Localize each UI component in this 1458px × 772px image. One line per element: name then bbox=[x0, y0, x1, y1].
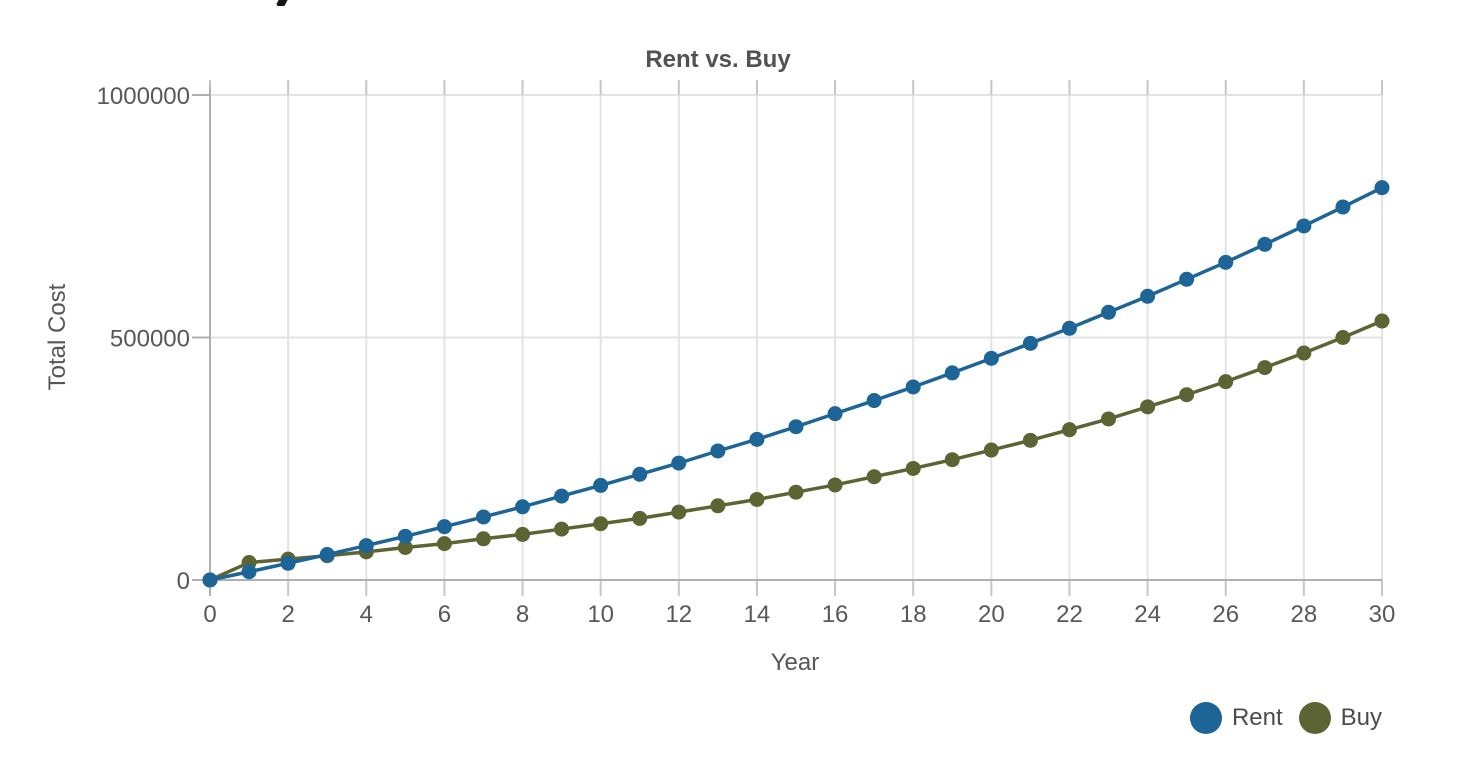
x-tick-label: 26 bbox=[1212, 601, 1239, 628]
series-point-buy bbox=[1061, 422, 1077, 438]
series-point-buy bbox=[632, 510, 648, 526]
chart-title: Rent vs. Buy bbox=[645, 46, 791, 73]
legend-label-buy: Buy bbox=[1340, 704, 1382, 731]
series-point-buy bbox=[593, 516, 609, 532]
x-tick-label: 28 bbox=[1291, 601, 1318, 628]
x-tick-label: 0 bbox=[203, 601, 216, 628]
x-tick-label: 4 bbox=[360, 601, 373, 628]
y-tick-label: 1000000 bbox=[97, 83, 190, 110]
series-point-rent bbox=[515, 499, 531, 515]
x-tick-label: 10 bbox=[587, 601, 614, 628]
x-tick-label: 16 bbox=[822, 601, 849, 628]
series-point-rent bbox=[475, 509, 491, 525]
series-point-rent bbox=[358, 538, 374, 554]
x-tick-label: 20 bbox=[978, 601, 1005, 628]
series-point-rent bbox=[1374, 180, 1390, 196]
legend-item-rent[interactable]: Rent bbox=[1189, 702, 1283, 734]
series-point-buy bbox=[671, 504, 687, 520]
series-point-buy bbox=[554, 521, 570, 537]
series-point-rent bbox=[671, 455, 687, 471]
series-point-buy bbox=[788, 484, 804, 500]
x-tick-label: 14 bbox=[744, 601, 771, 628]
legend-item-buy[interactable]: Buy bbox=[1298, 702, 1382, 734]
series-point-buy bbox=[1022, 432, 1038, 448]
series-point-buy bbox=[1101, 411, 1117, 427]
series-point-rent bbox=[749, 431, 765, 447]
series-point-buy bbox=[515, 526, 531, 542]
series-point-rent bbox=[905, 379, 921, 395]
series-line-rent bbox=[208, 185, 1384, 582]
series-point-rent bbox=[202, 572, 218, 588]
series-point-rent bbox=[593, 477, 609, 493]
series-point-buy bbox=[749, 491, 765, 507]
series-point-buy bbox=[397, 540, 413, 556]
x-axis-title: Year bbox=[770, 649, 820, 676]
series-point-buy bbox=[436, 536, 452, 552]
series-point-buy bbox=[1218, 374, 1234, 390]
series-point-rent bbox=[319, 547, 335, 563]
series-point-rent bbox=[1257, 236, 1273, 252]
series-point-rent bbox=[944, 365, 960, 381]
series-point-buy bbox=[827, 477, 843, 493]
series-point-buy bbox=[944, 452, 960, 468]
x-tick-label: 24 bbox=[1134, 601, 1161, 628]
chart-legend: Rent Buy bbox=[1189, 700, 1382, 736]
series-point-rent bbox=[827, 406, 843, 422]
series-point-rent bbox=[1022, 335, 1038, 351]
series-point-buy bbox=[1374, 313, 1390, 329]
series-point-buy bbox=[1140, 399, 1156, 415]
series-point-buy bbox=[710, 498, 726, 514]
x-tick-label: 12 bbox=[665, 601, 692, 628]
y-tick-label: 500000 bbox=[110, 326, 190, 353]
series-point-rent bbox=[280, 555, 296, 571]
series-point-buy bbox=[1179, 387, 1195, 403]
series-point-rent bbox=[866, 393, 882, 409]
x-tick-label: 8 bbox=[516, 601, 529, 628]
series-point-buy bbox=[983, 442, 999, 458]
y-axis-title: Total Cost bbox=[44, 283, 71, 391]
buy-series-swatch-icon bbox=[1298, 702, 1331, 734]
series-point-rent bbox=[632, 466, 648, 482]
y-tick-label: 0 bbox=[177, 568, 190, 595]
series-point-rent bbox=[1179, 271, 1195, 287]
series-point-rent bbox=[983, 350, 999, 366]
series-point-buy bbox=[1335, 330, 1351, 345]
series-point-rent bbox=[1101, 304, 1117, 320]
x-tick-label: 6 bbox=[438, 601, 451, 628]
series-point-rent bbox=[1061, 320, 1077, 336]
rent-series-swatch-icon bbox=[1189, 702, 1222, 734]
x-tick-label: 2 bbox=[281, 601, 294, 628]
series-point-rent bbox=[436, 519, 452, 535]
series-point-rent bbox=[397, 528, 413, 544]
series-point-rent bbox=[241, 564, 257, 580]
series-point-buy bbox=[1296, 345, 1312, 361]
series-point-buy bbox=[866, 469, 882, 485]
series-point-buy bbox=[1257, 360, 1273, 376]
series-point-rent bbox=[554, 488, 570, 504]
series-point-rent bbox=[1140, 288, 1156, 304]
x-tick-label: 18 bbox=[900, 601, 927, 628]
series-point-rent bbox=[1218, 254, 1234, 270]
x-tick-label: 22 bbox=[1056, 601, 1083, 628]
series-point-rent bbox=[1296, 218, 1312, 234]
x-tick-label: 30 bbox=[1369, 601, 1396, 628]
legend-label-rent: Rent bbox=[1231, 704, 1283, 731]
series-point-buy bbox=[475, 531, 491, 547]
series-point-buy bbox=[905, 460, 921, 476]
series-point-rent bbox=[788, 419, 804, 435]
series-point-rent bbox=[710, 443, 726, 459]
series-point-rent bbox=[1335, 199, 1351, 215]
